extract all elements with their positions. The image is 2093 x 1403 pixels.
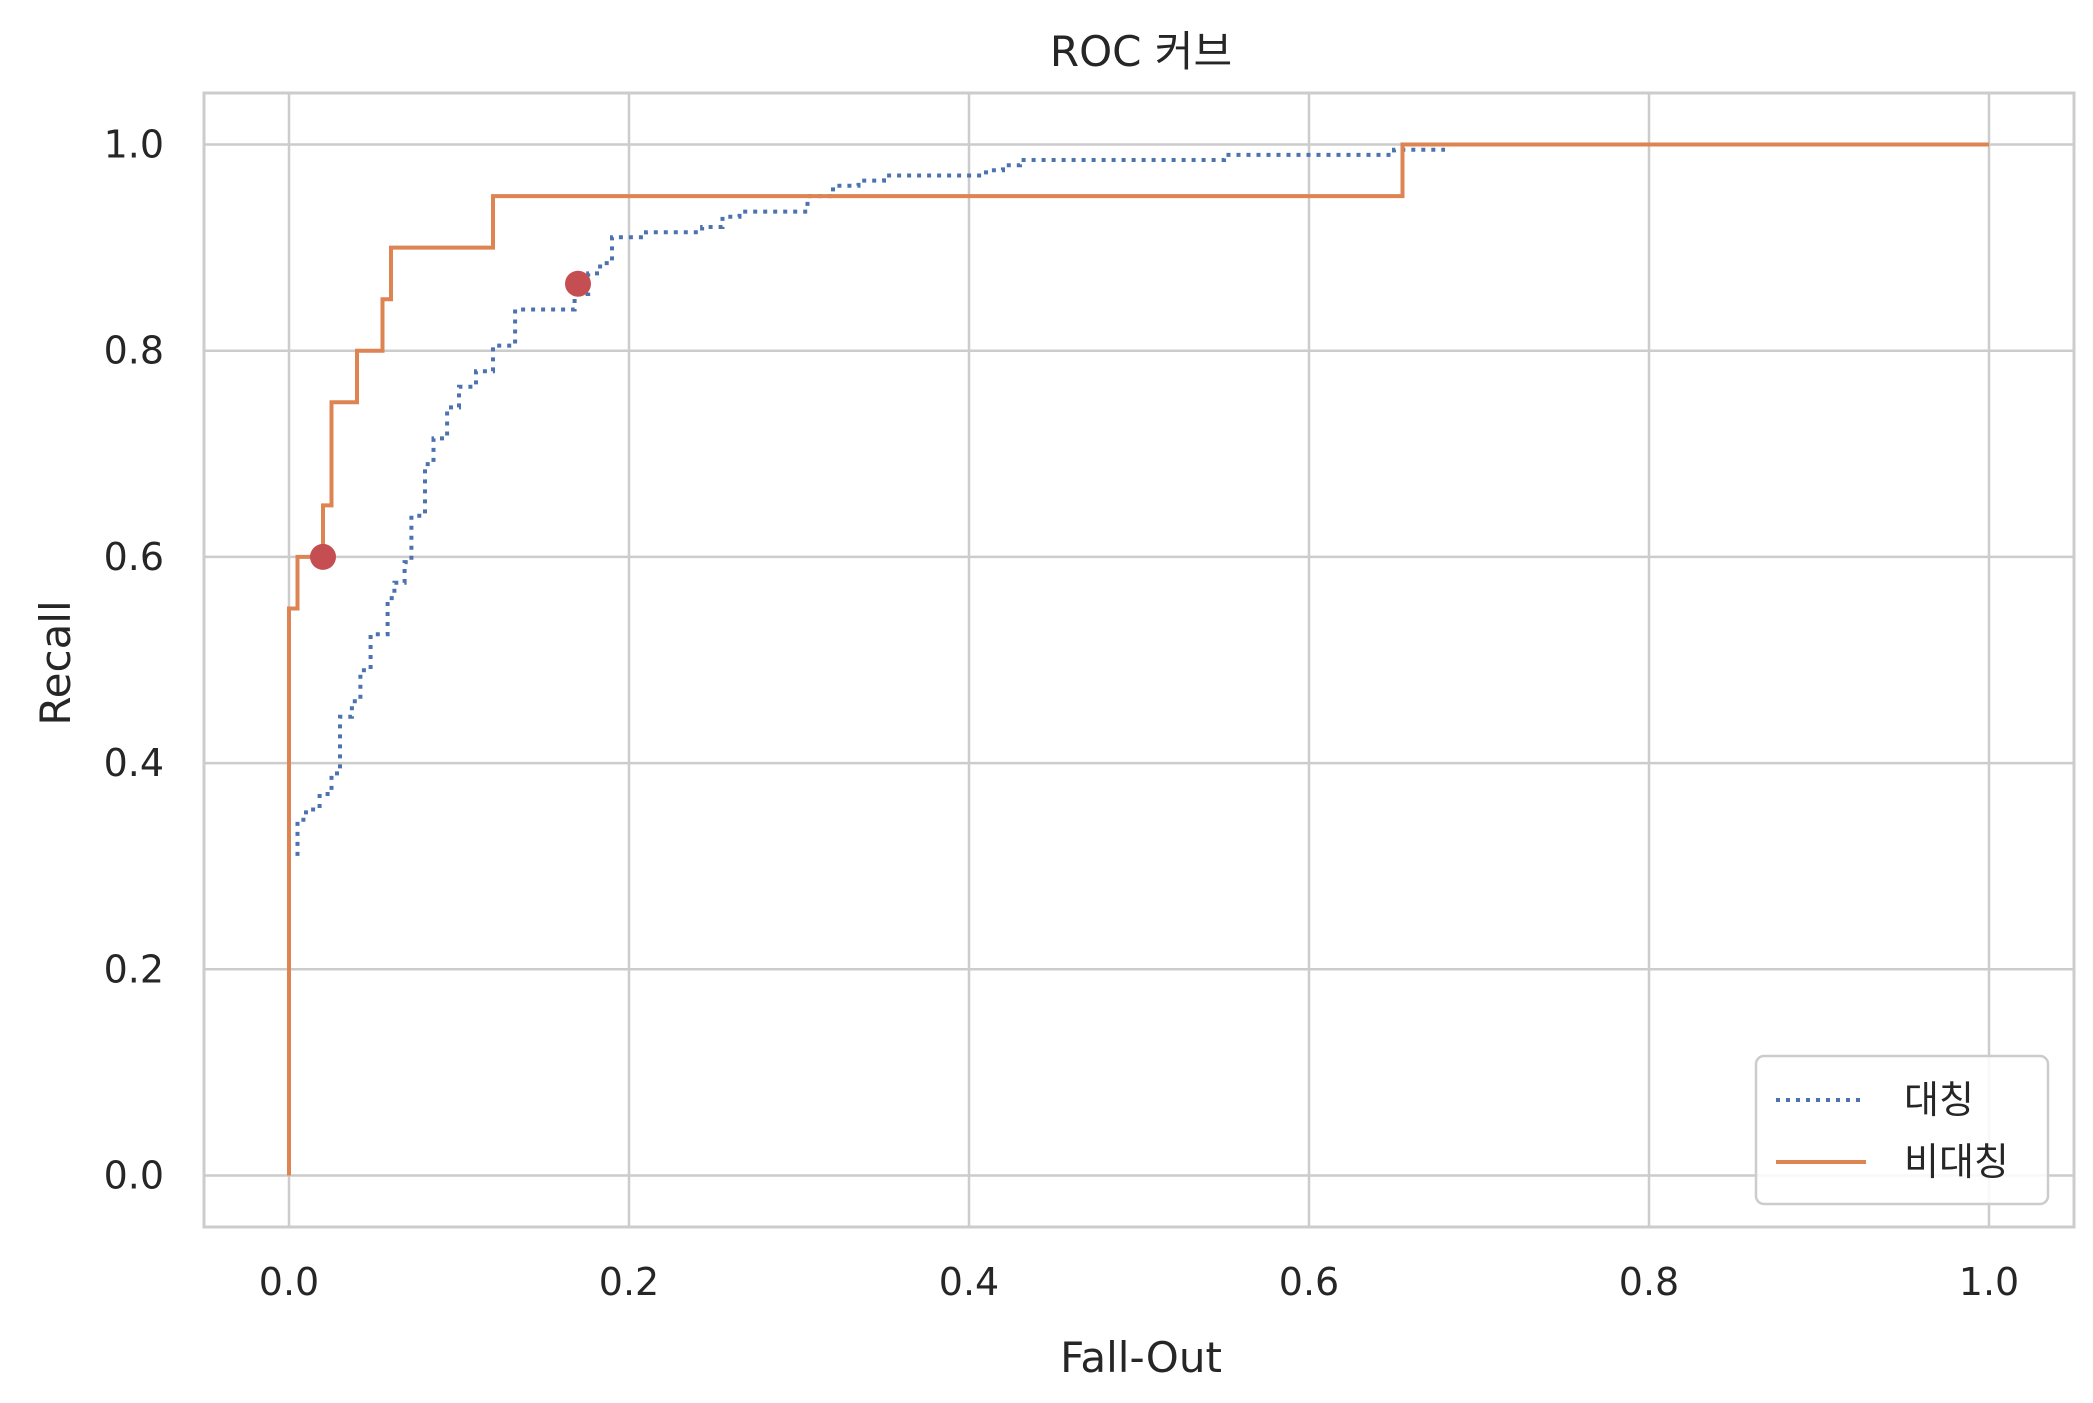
x-tick-label: 0.0 bbox=[259, 1260, 319, 1304]
x-tick-label: 0.4 bbox=[939, 1260, 999, 1304]
chart-title: ROC 커브 bbox=[1050, 27, 1232, 76]
legend-box bbox=[1754, 1054, 2050, 1206]
plot-area bbox=[287, 142, 1989, 1176]
y-tick-label: 0.8 bbox=[104, 329, 164, 373]
y-tick-label: 0.4 bbox=[104, 741, 164, 785]
threshold-marker bbox=[310, 543, 336, 570]
legend-label: 대칭 bbox=[1904, 1078, 1974, 1122]
x-axis-label: Fall-Out bbox=[1060, 1333, 1222, 1382]
threshold-marker bbox=[565, 270, 591, 297]
y-axis-label: Recall bbox=[31, 600, 80, 725]
y-tick-label: 0.2 bbox=[104, 947, 164, 991]
x-axis-ticks: 0.0 0.2 0.4 0.6 0.8 1.0 bbox=[259, 1260, 2019, 1304]
series-line-1 bbox=[295, 147, 1445, 856]
x-tick-label: 1.0 bbox=[1959, 1260, 2019, 1304]
x-tick-label: 0.2 bbox=[599, 1260, 659, 1304]
legend-label: 비대칭 bbox=[1904, 1140, 2009, 1184]
y-tick-label: 1.0 bbox=[104, 123, 164, 167]
plot-frame bbox=[202, 91, 2076, 1229]
series-line-2 bbox=[287, 142, 1989, 1176]
y-axis-ticks: 0.0 0.2 0.4 0.6 0.8 1.0 bbox=[104, 123, 164, 1198]
x-tick-label: 0.8 bbox=[1619, 1260, 1679, 1304]
y-tick-label: 0.0 bbox=[104, 1153, 164, 1197]
x-tick-label: 0.6 bbox=[1279, 1260, 1339, 1304]
y-tick-label: 0.6 bbox=[104, 535, 164, 579]
